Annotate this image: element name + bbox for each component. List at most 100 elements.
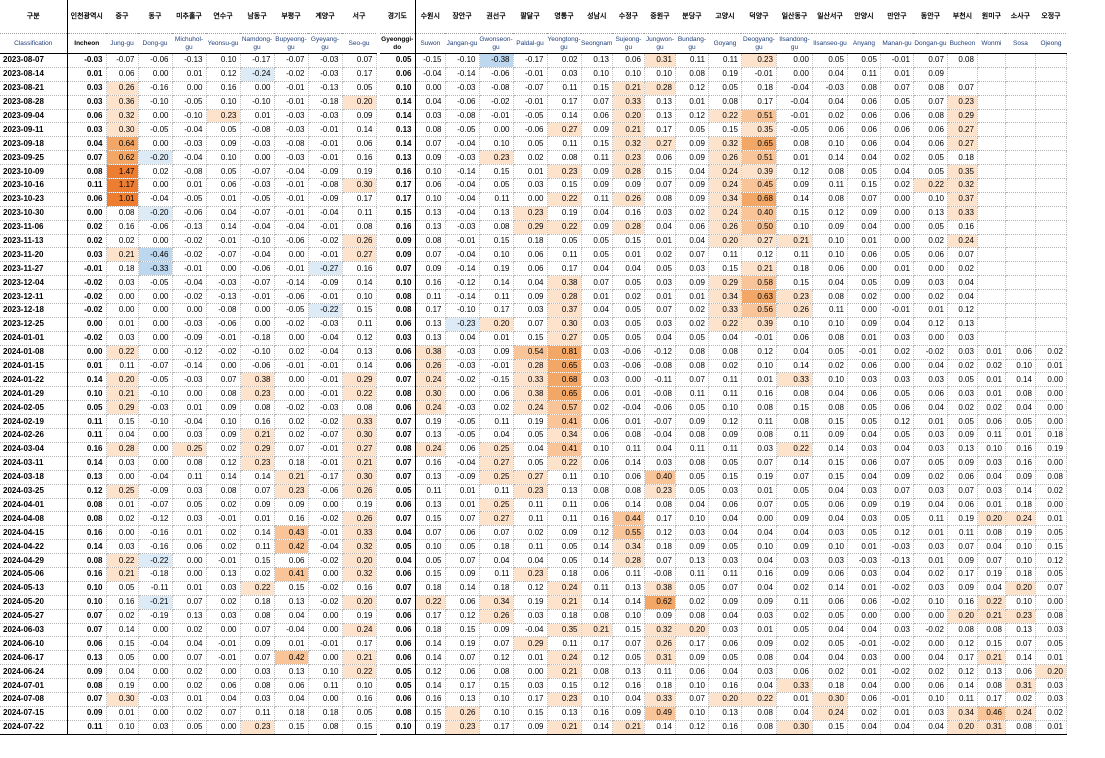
table-cell: 0.07 bbox=[847, 192, 881, 207]
table-cell: 0.06 bbox=[675, 664, 709, 680]
table-cell: 0.05 bbox=[172, 498, 207, 513]
table-cell: 0.02 bbox=[776, 609, 813, 624]
table-cell: -0.01 bbox=[274, 359, 309, 374]
table-cell bbox=[1005, 95, 1036, 110]
table-cell: 0.06 bbox=[847, 386, 881, 402]
table-cell bbox=[1005, 67, 1036, 82]
table-cell: -0.04 bbox=[308, 539, 343, 555]
table-cell: -0.03 bbox=[308, 53, 343, 68]
table-cell: -0.09 bbox=[308, 275, 343, 291]
table-cell: 0.15 bbox=[274, 581, 309, 596]
table-cell: 0.21 bbox=[977, 609, 1006, 624]
table-cell bbox=[1005, 178, 1036, 193]
table-cell: -0.04 bbox=[308, 206, 343, 221]
table-cell: 0.00 bbox=[741, 511, 777, 527]
table-cell: -0.24 bbox=[240, 67, 275, 82]
table-cell: 0.11 bbox=[581, 150, 613, 166]
table-cell: 0.14 bbox=[342, 275, 377, 291]
table-cell: 0.09 bbox=[240, 498, 275, 513]
table-row: 0.07 0.13 -0.09 0.25 0.27 0.11 0.10 0.06 0.40 0.0… bbox=[380, 470, 1067, 485]
table-cell: 0.18 bbox=[415, 581, 446, 596]
table-row: 2023-11-20 0.03 0.21 -0.46 -0.02 -0.07 -0.04 0.… bbox=[0, 247, 377, 263]
table-cell: 0.02 bbox=[947, 359, 978, 374]
table-cell: 0.06 bbox=[812, 261, 848, 277]
table-cell: 0.04 bbox=[812, 623, 848, 638]
table-cell: 0.07 bbox=[644, 553, 676, 568]
table-cell: 0.05 bbox=[675, 122, 709, 138]
table-cell: 0.14 bbox=[206, 470, 241, 485]
table-row: 0.06 0.18 0.15 0.09 -0.04 0.35 0.21 0.15 0.32 0.2… bbox=[380, 623, 1067, 638]
table-cell: 0.25 bbox=[479, 498, 514, 513]
table-cell: 0.28 bbox=[612, 553, 645, 568]
table-cell: 0.08 bbox=[1035, 609, 1067, 624]
table-cell: 0.08 bbox=[1035, 470, 1067, 485]
table-cell: 0.01 bbox=[847, 581, 881, 596]
table-cell: 0.11 bbox=[581, 192, 613, 207]
table-cell: 0.05 bbox=[776, 623, 813, 638]
table-cell: 0.14 bbox=[445, 581, 480, 596]
right-header-en-9: Bundang-gu bbox=[675, 33, 709, 54]
table-cell: 0.01 bbox=[913, 414, 948, 430]
table-cell: -0.01 bbox=[776, 109, 813, 124]
table-cell: -0.23 bbox=[445, 317, 480, 332]
table-cell: 0.01 bbox=[741, 623, 777, 638]
table-cell bbox=[1035, 67, 1067, 82]
table-cell: 0.08 bbox=[67, 678, 107, 693]
table-cell: -0.05 bbox=[445, 428, 480, 443]
table-cell: 0.10 bbox=[776, 317, 813, 332]
table-cell: 0.13 bbox=[342, 345, 377, 360]
table-cell: 0.16 bbox=[708, 678, 742, 693]
table-cell: -0.04 bbox=[445, 206, 480, 221]
table-cell: 0.07 bbox=[513, 317, 548, 332]
table-cell: 0.02 bbox=[206, 595, 241, 610]
table-cell: 0.09 bbox=[380, 247, 416, 263]
right-header-en-0: Gyeonggi-do bbox=[380, 33, 416, 54]
table-cell bbox=[977, 261, 1006, 277]
table-cell: 0.11 bbox=[612, 442, 645, 457]
table-cell: 0.08 bbox=[741, 400, 777, 416]
table-cell: 0.01 bbox=[847, 331, 881, 346]
table-cell: 0.06 bbox=[847, 95, 881, 110]
table-cell: 2024-03-18 bbox=[0, 470, 68, 485]
table-cell: 0.50 bbox=[741, 220, 777, 235]
table-cell: 0.00 bbox=[172, 81, 207, 96]
table-cell: 0.15 bbox=[708, 122, 742, 138]
table-cell: 0.09 bbox=[581, 178, 613, 193]
table-cell: 0.05 bbox=[612, 275, 645, 291]
left-header-en-2: Jung-gu bbox=[106, 33, 138, 54]
table-cell: 0.33 bbox=[513, 372, 548, 388]
table-cell: 0.16 bbox=[415, 456, 446, 471]
table-row: 2024-01-15 0.01 0.11 -0.07 -0.14 0.00 -0.06 -0.… bbox=[0, 359, 377, 374]
table-cell: 0.07 bbox=[947, 81, 978, 96]
table-cell bbox=[1035, 220, 1067, 235]
table-cell: 2024-04-01 bbox=[0, 498, 68, 513]
table-cell: 0.16 bbox=[1005, 442, 1036, 457]
table-cell: 0.10 bbox=[479, 692, 514, 707]
table-cell: 0.07 bbox=[741, 456, 777, 471]
table-cell: 0.07 bbox=[172, 595, 207, 610]
table-cell: 0.18 bbox=[547, 609, 582, 624]
right-header-ko-9: 분당구 bbox=[675, 0, 709, 34]
table-cell: 0.02 bbox=[947, 261, 978, 277]
table-cell: -0.02 bbox=[67, 275, 107, 291]
table-cell: 0.23 bbox=[274, 484, 309, 499]
table-cell: -0.04 bbox=[138, 470, 173, 485]
table-cell: 0.22 bbox=[708, 109, 742, 124]
table-cell: 0.02 bbox=[1005, 692, 1036, 707]
table-cell: 0.00 bbox=[172, 386, 207, 402]
table-row: 2024-03-11 0.14 0.03 0.00 0.08 0.12 0.23 0.18 -0… bbox=[0, 456, 377, 471]
table-cell: 0.06 bbox=[880, 400, 914, 416]
table-cell: 0.11 bbox=[708, 386, 742, 402]
table-cell: 0.02 bbox=[1035, 345, 1067, 360]
table-cell: 0.06 bbox=[776, 331, 813, 346]
table-cell: 0.16 bbox=[206, 81, 241, 96]
table-cell: 0.38 bbox=[240, 372, 275, 388]
table-cell: 0.04 bbox=[812, 67, 848, 82]
table-cell: 0.22 bbox=[708, 317, 742, 332]
table-cell: 0.04 bbox=[812, 95, 848, 110]
table-cell: 0.11 bbox=[913, 511, 948, 527]
table-cell: 0.21 bbox=[106, 386, 139, 402]
table-cell: 0.10 bbox=[708, 400, 742, 416]
table-cell: 0.39 bbox=[741, 164, 777, 180]
table-cell: 0.08 bbox=[776, 414, 813, 430]
